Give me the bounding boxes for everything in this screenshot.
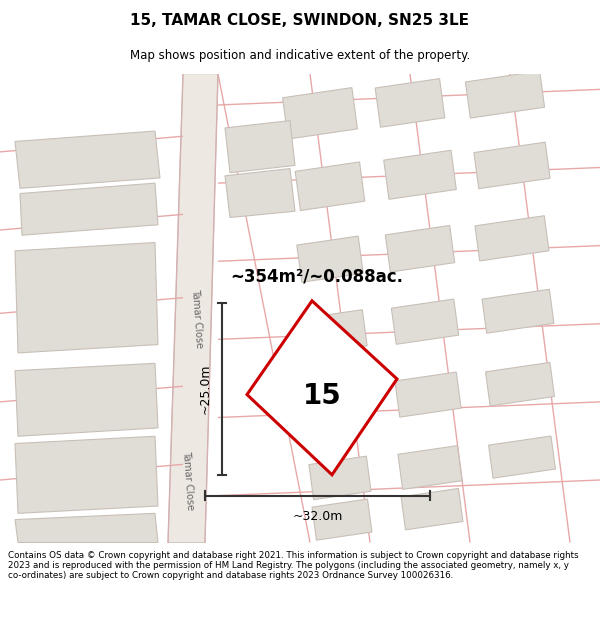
Polygon shape	[375, 79, 445, 128]
Polygon shape	[20, 183, 158, 235]
Polygon shape	[168, 74, 218, 542]
Polygon shape	[395, 372, 461, 417]
Text: Tamar Close: Tamar Close	[190, 289, 204, 349]
Polygon shape	[306, 382, 370, 428]
Polygon shape	[297, 236, 363, 282]
Text: Map shows position and indicative extent of the property.: Map shows position and indicative extent…	[130, 49, 470, 62]
Polygon shape	[15, 363, 158, 436]
Polygon shape	[383, 150, 457, 199]
Polygon shape	[15, 131, 160, 188]
Text: ~25.0m: ~25.0m	[199, 364, 212, 414]
Polygon shape	[283, 88, 358, 139]
Polygon shape	[225, 121, 295, 172]
Text: Tamar Close: Tamar Close	[181, 450, 195, 510]
Polygon shape	[309, 456, 371, 499]
Polygon shape	[401, 489, 463, 530]
Polygon shape	[15, 513, 158, 542]
Text: 15: 15	[302, 382, 341, 409]
Polygon shape	[485, 362, 554, 406]
Text: ~32.0m: ~32.0m	[292, 510, 343, 523]
Polygon shape	[247, 301, 397, 475]
Polygon shape	[391, 299, 458, 344]
Polygon shape	[482, 289, 554, 333]
Polygon shape	[466, 71, 545, 118]
Text: ~354m²/~0.088ac.: ~354m²/~0.088ac.	[230, 268, 403, 286]
Text: 15, TAMAR CLOSE, SWINDON, SN25 3LE: 15, TAMAR CLOSE, SWINDON, SN25 3LE	[131, 13, 470, 28]
Polygon shape	[474, 142, 550, 189]
Polygon shape	[488, 436, 556, 478]
Polygon shape	[398, 446, 462, 489]
Polygon shape	[295, 162, 365, 211]
Text: Contains OS data © Crown copyright and database right 2021. This information is : Contains OS data © Crown copyright and d…	[8, 551, 578, 581]
Polygon shape	[303, 309, 367, 354]
Polygon shape	[225, 169, 295, 217]
Polygon shape	[312, 499, 372, 540]
Polygon shape	[15, 436, 158, 513]
Polygon shape	[15, 242, 158, 353]
Polygon shape	[385, 226, 455, 272]
Polygon shape	[475, 216, 549, 261]
